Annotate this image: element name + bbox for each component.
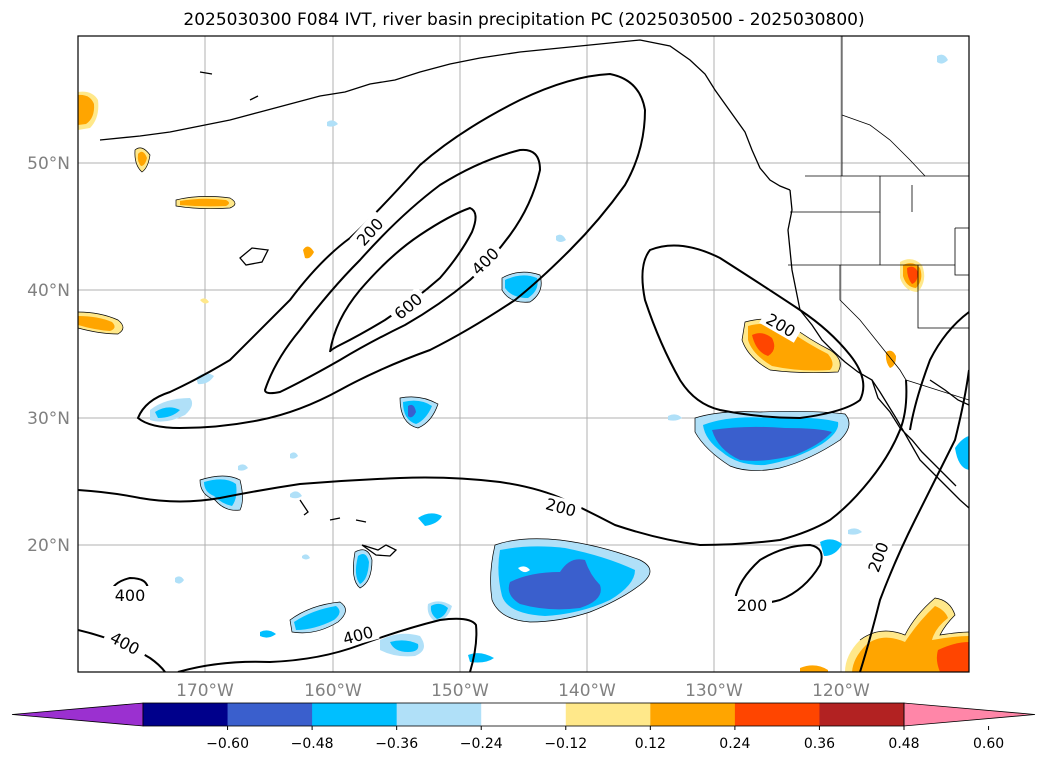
lat-label: 50°N — [27, 154, 70, 174]
lat-label: 20°N — [27, 536, 70, 556]
colorbar-tick-label: −0.24 — [460, 736, 503, 752]
latitude-labels: 50°N 40°N 30°N 20°N — [27, 154, 70, 556]
lon-label: 170°W — [176, 681, 234, 701]
anomaly-outlines — [78, 147, 969, 641]
colorbar-tick-label: 0.36 — [804, 736, 835, 752]
contour-label: 200 — [737, 596, 768, 615]
lon-label: 160°W — [304, 681, 362, 701]
map-frame — [77, 35, 970, 673]
precip-anomaly-fills — [78, 54, 969, 672]
political-borders — [788, 36, 969, 401]
colorbar-cell — [312, 703, 398, 726]
colorbar-cells — [11, 702, 1036, 727]
colorbar-tick-label: −0.60 — [206, 736, 249, 752]
lon-label: 120°W — [812, 681, 870, 701]
colorbar-ticks: −0.60 −0.48 −0.36 −0.24 −0.12 0.12 0.24 0.36 0.4… — [206, 726, 1004, 752]
colorbar-cell — [734, 703, 820, 726]
lat-label: 30°N — [27, 409, 70, 429]
colorbar-tick-label: −0.12 — [544, 736, 587, 752]
map-title: 2025030300 F084 IVT, river basin precipi… — [183, 10, 864, 30]
colorbar-frame — [142, 702, 905, 727]
colorbar-extend-high — [903, 702, 1036, 727]
map-panel: 200 400 600 400 200 200 200 400 400 200 — [77, 35, 970, 673]
colorbar-cell — [143, 703, 229, 726]
coastlines — [99, 39, 969, 557]
colorbar-tick-label: −0.48 — [291, 736, 334, 752]
contour-label: 400 — [115, 586, 146, 605]
colorbar-cell — [819, 703, 905, 726]
lon-label: 130°W — [685, 681, 743, 701]
colorbar-tick-label: 0.48 — [888, 736, 919, 752]
colorbar-extend-low — [11, 702, 144, 727]
colorbar-tick-label: −0.36 — [375, 736, 418, 752]
colorbar-tick-label: 0.60 — [973, 736, 1004, 752]
lat-label: 40°N — [27, 281, 70, 301]
colorbar-cell — [650, 703, 736, 726]
colorbar-tick-label: 0.24 — [719, 736, 750, 752]
lon-label: 140°W — [558, 681, 616, 701]
neg-anomaly-core — [508, 559, 601, 610]
longitude-labels: 170°W 160°W 150°W 140°W 130°W 120°W — [176, 681, 870, 701]
colorbar-cell — [227, 703, 313, 726]
colorbar-tick-label: 0.12 — [635, 736, 666, 752]
lon-label: 150°W — [431, 681, 489, 701]
colorbar-cell — [565, 703, 651, 726]
colorbar: −0.60 −0.48 −0.36 −0.24 −0.12 0.12 0.24 0.36 0.4… — [11, 702, 1036, 752]
colorbar-cell — [481, 703, 567, 726]
colorbar-cell — [396, 703, 482, 726]
